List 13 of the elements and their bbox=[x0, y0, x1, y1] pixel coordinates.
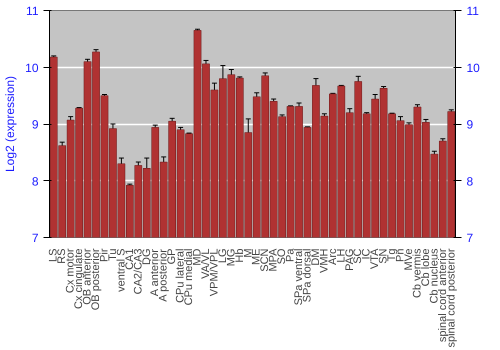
x-tick-label: spinal cord posterior bbox=[445, 248, 458, 348]
y-tick-label: 8 bbox=[32, 174, 39, 188]
y-tick-label: 9 bbox=[32, 118, 39, 132]
y-tick-label: 11 bbox=[26, 4, 39, 18]
y2-tick-label: 9 bbox=[466, 118, 474, 132]
y2-tick-label: 8 bbox=[466, 174, 474, 188]
y-tick-label: 10 bbox=[25, 60, 39, 75]
y2-tick-label: 7 bbox=[466, 231, 474, 245]
y-axis-title: Log2 (expression) bbox=[3, 76, 18, 172]
y-tick-label: 7 bbox=[32, 231, 39, 245]
y2-tick-label: 11 bbox=[466, 4, 480, 18]
y2-tick-label: 10 bbox=[466, 60, 480, 75]
x-tick-label: Tg bbox=[386, 248, 398, 262]
